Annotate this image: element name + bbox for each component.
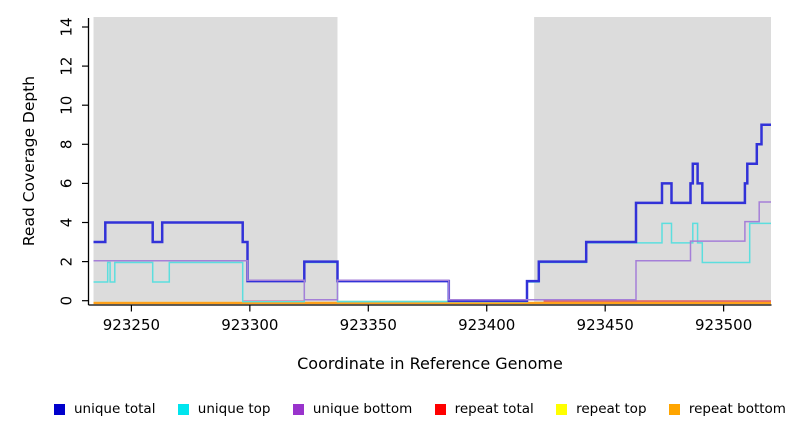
y-tick-label: 2 xyxy=(58,257,76,267)
legend-item-unique-total: unique total xyxy=(54,401,155,417)
legend: unique total unique top unique bottom repea… xyxy=(54,401,786,417)
x-tick-label: 923350 xyxy=(340,316,397,334)
series-unique-total xyxy=(93,123,771,302)
x-tick-label: 923400 xyxy=(458,316,515,334)
legend-item-repeat-top: repeat top xyxy=(556,401,647,417)
legend-label: unique total xyxy=(74,401,156,417)
y-axis-label: Read Coverage Depth xyxy=(20,76,38,246)
y-tick-label: 4 xyxy=(58,218,76,228)
y-tick-label: 0 xyxy=(58,296,76,306)
legend-swatch xyxy=(556,403,568,415)
y-tick-label: 12 xyxy=(58,57,76,76)
legend-label: repeat top xyxy=(576,401,647,417)
legend-label: unique bottom xyxy=(312,401,413,417)
legend-swatch xyxy=(668,403,680,415)
chart-layers: 923250 923300 923350 923400 923450 923500 0 2 4 6… xyxy=(58,17,772,334)
x-axis-label: Coordinate in Reference Genome xyxy=(297,354,563,373)
y-tick-label: 10 xyxy=(58,96,76,115)
legend-label: unique top xyxy=(197,401,271,417)
x-tick-label: 923450 xyxy=(577,316,634,334)
series-unique-bottom xyxy=(93,201,771,301)
x-tick-label: 923500 xyxy=(695,316,752,334)
x-tick-label: 923250 xyxy=(103,316,160,334)
coverage-plot: Read Coverage Depth 923250 923300 923350 92… xyxy=(20,17,772,334)
legend-swatch xyxy=(54,403,65,415)
shaded-region xyxy=(534,17,771,303)
legend-label: repeat total xyxy=(454,401,534,417)
shaded-region xyxy=(93,17,338,303)
y-tick-label: 6 xyxy=(58,179,76,189)
y-tick-label: 8 xyxy=(58,140,76,150)
legend-swatch xyxy=(434,403,446,415)
legend-label: repeat bottom xyxy=(688,401,786,417)
legend-item-unique-top: unique top xyxy=(177,401,271,417)
legend-item-repeat-total: repeat total xyxy=(434,401,534,417)
y-tick-label: 14 xyxy=(58,17,76,36)
legend-swatch xyxy=(177,403,189,415)
x-tick-label: 923300 xyxy=(221,316,278,334)
legend-item-repeat-bottom: repeat bottom xyxy=(668,401,786,417)
legend-item-unique-bottom: unique bottom xyxy=(292,401,413,417)
legend-swatch xyxy=(292,403,304,415)
